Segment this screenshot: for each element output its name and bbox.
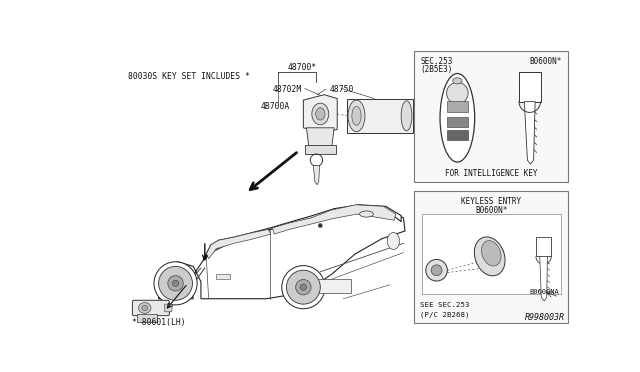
Circle shape — [318, 224, 322, 228]
Ellipse shape — [387, 232, 399, 250]
Ellipse shape — [360, 211, 373, 217]
Text: B0600NA: B0600NA — [529, 289, 559, 295]
Bar — [216, 274, 230, 279]
Text: FOR INTELLIGENCE KEY: FOR INTELLIGENCE KEY — [445, 169, 538, 178]
Ellipse shape — [312, 103, 329, 125]
Ellipse shape — [474, 237, 505, 276]
Bar — [422, 214, 561, 294]
Text: SEE SEC.253: SEE SEC.253 — [420, 302, 470, 308]
Text: 48700*: 48700* — [288, 63, 317, 72]
Text: B0600N*: B0600N* — [475, 206, 508, 215]
Text: B0600N*: B0600N* — [530, 57, 562, 66]
Bar — [447, 101, 468, 112]
Circle shape — [282, 266, 325, 309]
Ellipse shape — [452, 78, 462, 84]
Ellipse shape — [139, 302, 151, 313]
Bar — [536, 237, 551, 256]
Text: 4B700A: 4B700A — [260, 102, 289, 111]
Polygon shape — [204, 205, 401, 260]
Bar — [447, 117, 468, 127]
Circle shape — [296, 279, 311, 295]
Polygon shape — [307, 128, 334, 146]
Bar — [312, 279, 351, 294]
Polygon shape — [540, 256, 547, 301]
Circle shape — [168, 276, 183, 291]
Circle shape — [287, 270, 320, 304]
Circle shape — [426, 260, 447, 281]
Text: SEC.253: SEC.253 — [420, 57, 452, 66]
Polygon shape — [164, 304, 172, 312]
Ellipse shape — [447, 82, 468, 104]
Ellipse shape — [401, 101, 412, 131]
Bar — [348, 99, 413, 133]
Ellipse shape — [481, 241, 501, 266]
Polygon shape — [159, 206, 405, 299]
Bar — [519, 73, 541, 102]
FancyBboxPatch shape — [132, 300, 170, 316]
Bar — [447, 130, 468, 140]
Text: (P/C 2B268): (P/C 2B268) — [420, 311, 470, 318]
Polygon shape — [137, 314, 157, 322]
Circle shape — [172, 280, 179, 286]
Polygon shape — [303, 95, 337, 133]
Ellipse shape — [440, 74, 475, 162]
Circle shape — [431, 265, 442, 276]
Circle shape — [154, 262, 197, 305]
Circle shape — [300, 284, 307, 290]
Polygon shape — [206, 230, 271, 259]
Polygon shape — [314, 166, 319, 185]
Polygon shape — [273, 205, 396, 234]
Bar — [414, 51, 568, 182]
Circle shape — [159, 266, 193, 300]
Text: R998003R: R998003R — [525, 313, 565, 322]
Polygon shape — [524, 102, 535, 164]
Text: 48750: 48750 — [330, 85, 354, 94]
Text: 48702M: 48702M — [273, 85, 302, 94]
Text: 80030S KEY SET INCLUDES *: 80030S KEY SET INCLUDES * — [128, 73, 250, 81]
Ellipse shape — [316, 108, 325, 120]
Text: (2B5E3): (2B5E3) — [420, 65, 452, 74]
Polygon shape — [305, 145, 336, 154]
Bar — [414, 191, 568, 323]
Ellipse shape — [348, 100, 365, 132]
Text: * 80601(LH): * 80601(LH) — [132, 318, 185, 327]
Text: KEYLESS ENTRY: KEYLESS ENTRY — [461, 197, 522, 206]
Ellipse shape — [141, 305, 148, 311]
Ellipse shape — [352, 106, 361, 125]
